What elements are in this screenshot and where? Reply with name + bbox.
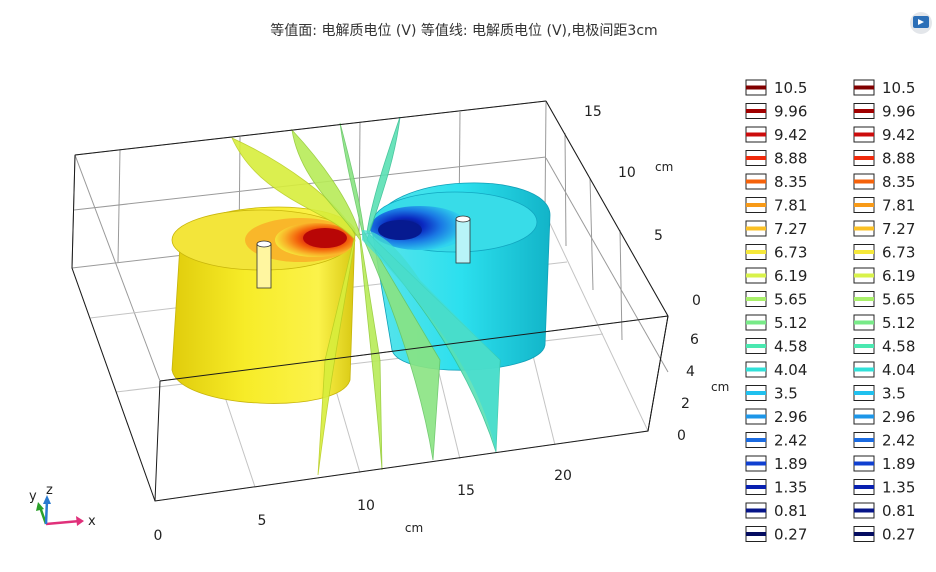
colorbar-label: 8.88 bbox=[774, 150, 807, 168]
y-tick: 0 bbox=[692, 293, 701, 309]
colorbar-label: 0.81 bbox=[882, 502, 915, 520]
app-logo-icon bbox=[910, 12, 932, 34]
colorbar-label: 10.5 bbox=[882, 79, 915, 97]
colorbar-label: 6.19 bbox=[882, 267, 915, 285]
axis-ticks: 0 5 10 15 20 cm 0 5 10 15 cm 0 2 4 6 cm bbox=[154, 104, 730, 544]
colorbar-label: 8.35 bbox=[774, 173, 807, 191]
colorbar-label: 1.35 bbox=[882, 479, 915, 497]
colorbar-label: 4.58 bbox=[774, 338, 807, 356]
colorbar-label: 10.5 bbox=[774, 79, 807, 97]
colorbar-label: 4.04 bbox=[882, 361, 915, 379]
colorbar-label: 8.88 bbox=[882, 150, 915, 168]
bounding-box-front bbox=[71, 100, 669, 502]
z-axis-label: cm bbox=[711, 380, 729, 394]
x-tick: 20 bbox=[554, 468, 572, 484]
colorbar-label: 0.81 bbox=[774, 502, 807, 520]
x-tick: 10 bbox=[357, 498, 375, 514]
z-tick: 0 bbox=[677, 428, 686, 444]
colorbar-contour: 10.5 9.96 9.42 8.88 8.35 7.81 7.27 6.73 6.19 5.65… bbox=[853, 79, 915, 544]
colorbar-isosurface: 10.5 9.96 9.42 8.88 8.35 7.81 7.27 6.73 6.19 5.65… bbox=[745, 79, 807, 544]
colorbar-label: 5.12 bbox=[774, 314, 807, 332]
colorbar-label: 5.65 bbox=[882, 291, 915, 309]
triad-y-label: y bbox=[29, 489, 37, 504]
y-tick: 15 bbox=[584, 104, 602, 120]
colorbar-label: 2.96 bbox=[774, 408, 807, 426]
x-tick: 5 bbox=[258, 513, 267, 529]
electrode-cathode bbox=[455, 218, 471, 264]
colorbar-label: 5.65 bbox=[774, 291, 807, 309]
z-tick: 4 bbox=[686, 364, 695, 380]
plot-title: 等值面: 电解质电位 (V) 等值线: 电解质电位 (V),电极间距3cm bbox=[270, 23, 658, 39]
colorbar-label: 1.89 bbox=[882, 455, 915, 473]
y-axis-label: cm bbox=[655, 160, 673, 174]
colorbar-label: 9.42 bbox=[774, 126, 807, 144]
y-tick: 10 bbox=[618, 165, 636, 181]
z-tick: 6 bbox=[690, 332, 699, 348]
colorbar-label: 7.27 bbox=[882, 220, 915, 238]
colorbar-label: 0.27 bbox=[882, 526, 915, 544]
isosurface-sheet-2 bbox=[291, 128, 383, 471]
floor-grid bbox=[71, 212, 649, 502]
z-tick: 2 bbox=[681, 396, 690, 412]
axis-triad: x y z bbox=[29, 483, 96, 529]
colorbar-label: 9.96 bbox=[882, 103, 915, 121]
colorbar-label: 6.19 bbox=[774, 267, 807, 285]
x-tick: 0 bbox=[154, 528, 163, 544]
colorbar-label: 1.35 bbox=[774, 479, 807, 497]
colorbar-label: 1.89 bbox=[774, 455, 807, 473]
colorbar-label: 9.42 bbox=[882, 126, 915, 144]
colorbar-label: 2.42 bbox=[882, 432, 915, 450]
electrode-anode bbox=[256, 243, 272, 289]
isosurface-sheet-3 bbox=[339, 122, 441, 461]
colorbar-label: 3.5 bbox=[774, 385, 798, 403]
y-tick: 5 bbox=[654, 228, 663, 244]
colorbar-label: 4.04 bbox=[774, 361, 807, 379]
isosurface-sheet-1 bbox=[231, 137, 356, 476]
colorbar-label: 6.73 bbox=[774, 244, 807, 262]
colorbar-label: 0.27 bbox=[774, 526, 807, 544]
colorbar-label: 2.42 bbox=[774, 432, 807, 450]
colorbar-label: 3.5 bbox=[882, 385, 906, 403]
colorbar-label: 9.96 bbox=[774, 103, 807, 121]
colorbar-label: 7.81 bbox=[882, 197, 915, 215]
colorbar-label: 7.81 bbox=[774, 197, 807, 215]
triad-x-label: x bbox=[88, 514, 96, 529]
colorbar-label: 5.12 bbox=[882, 314, 915, 332]
isosurfaces bbox=[171, 116, 551, 476]
x-tick: 15 bbox=[457, 483, 475, 499]
triad-z-label: z bbox=[46, 483, 53, 498]
colorbar-label: 7.27 bbox=[774, 220, 807, 238]
colorbar-label: 2.96 bbox=[882, 408, 915, 426]
x-axis-label: cm bbox=[405, 521, 423, 535]
colorbar-label: 4.58 bbox=[882, 338, 915, 356]
colorbar-label: 6.73 bbox=[882, 244, 915, 262]
colorbar-label: 8.35 bbox=[882, 173, 915, 191]
